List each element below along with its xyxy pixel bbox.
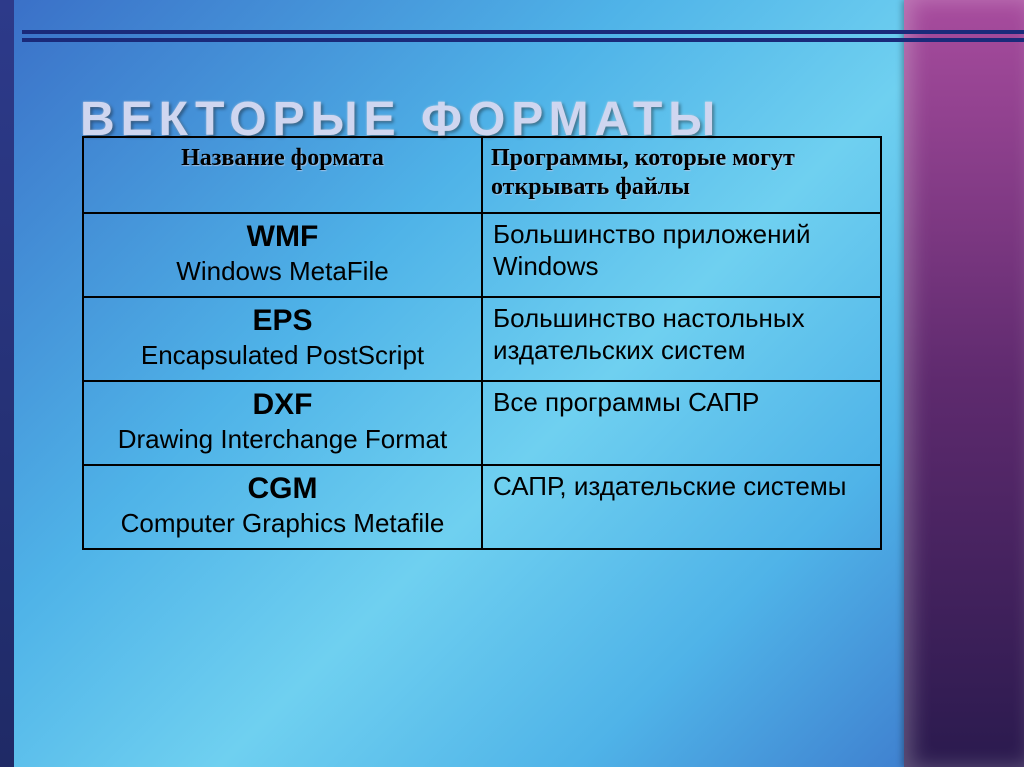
programs-cell: САПР, издательские системы [482, 465, 881, 549]
table-header-row: Название формата Программы, которые могу… [83, 137, 881, 213]
slide-top-divider [22, 30, 1024, 44]
programs-text: САПР, издательские системы [493, 470, 870, 503]
format-cell: EPS Encapsulated PostScript [83, 297, 482, 381]
format-full: Drawing Interchange Format [94, 423, 471, 456]
slide-right-accent [904, 0, 1024, 767]
format-abbr: WMF [94, 218, 471, 256]
table-row: DXF Drawing Interchange Format Все прогр… [83, 381, 881, 465]
table-row: CGM Computer Graphics Metafile САПР, изд… [83, 465, 881, 549]
programs-text: Большинство настольных издательских сист… [493, 302, 870, 367]
programs-text: Большинство приложений Windows [493, 218, 870, 283]
table-row: WMF Windows MetaFile Большинство приложе… [83, 213, 881, 297]
format-full: Encapsulated PostScript [94, 339, 471, 372]
col-header-programs: Программы, которые могут открывать файлы [482, 137, 881, 213]
formats-table: Название формата Программы, которые могу… [82, 136, 882, 550]
table-row: EPS Encapsulated PostScript Большинство … [83, 297, 881, 381]
programs-cell: Большинство настольных издательских сист… [482, 297, 881, 381]
format-cell: DXF Drawing Interchange Format [83, 381, 482, 465]
format-cell: WMF Windows MetaFile [83, 213, 482, 297]
format-full: Computer Graphics Metafile [94, 507, 471, 540]
slide-left-stripe [0, 0, 14, 767]
format-cell: CGM Computer Graphics Metafile [83, 465, 482, 549]
programs-cell: Большинство приложений Windows [482, 213, 881, 297]
programs-cell: Все программы САПР [482, 381, 881, 465]
format-full: Windows MetaFile [94, 255, 471, 288]
programs-text: Все программы САПР [493, 386, 870, 419]
format-abbr: EPS [94, 302, 471, 340]
format-abbr: DXF [94, 386, 471, 424]
formats-table-container: Название формата Программы, которые могу… [82, 136, 882, 550]
col-header-name: Название формата [83, 137, 482, 213]
format-abbr: CGM [94, 470, 471, 508]
